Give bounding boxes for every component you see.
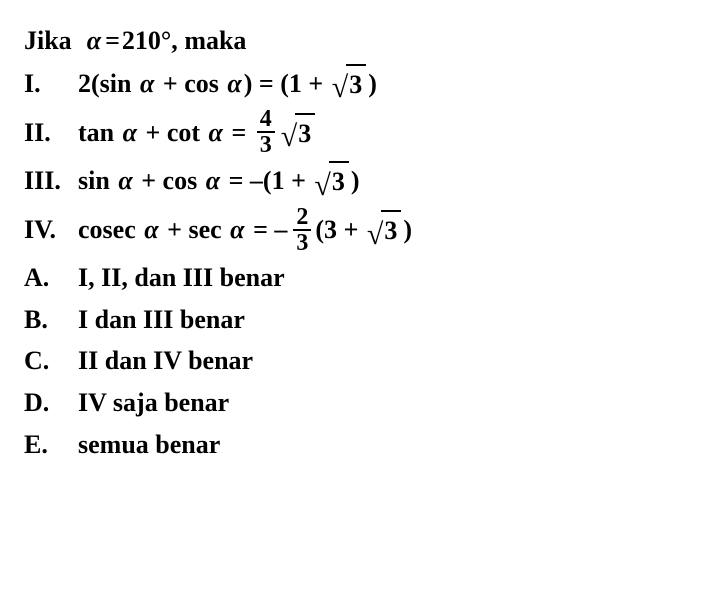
angle-value: 210°, — [122, 22, 178, 60]
ii-plus: + — [146, 114, 161, 152]
fraction-4-3: 4 3 — [257, 107, 275, 157]
question-line: Jika α = 210°, maka — [24, 22, 692, 60]
roman-i-label: I. — [24, 65, 78, 103]
iv-cosec: cosec — [78, 211, 136, 249]
equals-sign: = — [231, 114, 246, 152]
answer-a: A. I, II, dan III benar — [24, 259, 692, 297]
iii-neg-open: –(1 — [250, 162, 285, 200]
answer-b-text: I dan III benar — [78, 301, 245, 339]
sqrt-3: √ 3 — [332, 64, 366, 104]
radicand: 3 — [346, 64, 366, 104]
answer-c-text: II dan IV benar — [78, 342, 253, 380]
answer-c-label: C. — [24, 342, 78, 380]
statement-iv: IV. cosec α + sec α = – 2 3 (3 + — [24, 205, 692, 255]
equals-sign: = — [103, 22, 122, 60]
iii-sin: sin — [78, 162, 110, 200]
alpha-symbol: α — [204, 162, 222, 200]
radicand: 3 — [381, 210, 401, 250]
radicand: 3 — [329, 161, 349, 201]
question-suffix: maka — [184, 22, 246, 60]
answer-c: C. II dan IV benar — [24, 342, 692, 380]
answer-e-text: semua benar — [78, 426, 220, 464]
equals-sign: = — [229, 162, 244, 200]
alpha-symbol: α — [85, 22, 103, 60]
iv-sec: sec — [188, 211, 221, 249]
fraction-numerator: 2 — [293, 205, 311, 231]
iii-plus2: + — [291, 162, 306, 200]
answer-d-label: D. — [24, 384, 78, 422]
answer-a-text: I, II, dan III benar — [78, 259, 285, 297]
ii-cot: cot — [167, 114, 200, 152]
alpha-symbol: α — [121, 114, 139, 152]
i-rhs-close: ) — [368, 65, 377, 103]
fraction-denominator: 3 — [257, 133, 275, 157]
statement-iii: III. sin α + cos α = –(1 + √ 3 ) — [24, 161, 692, 201]
fraction-numerator: 4 — [257, 107, 275, 133]
math-problem: Jika α = 210°, maka I. 2 (sin α + cos α … — [0, 0, 716, 486]
sqrt-3: √ 3 — [367, 210, 401, 250]
iv-open: (3 — [315, 211, 337, 249]
answer-d-text: IV saja benar — [78, 384, 229, 422]
iv-neg: – — [274, 211, 289, 249]
roman-iii-label: III. — [24, 162, 78, 200]
answer-e-label: E. — [24, 426, 78, 464]
answer-b-label: B. — [24, 301, 78, 339]
i-lhs-open: (sin — [91, 65, 131, 103]
sqrt-3: √ 3 — [281, 113, 315, 153]
alpha-symbol: α — [116, 162, 134, 200]
statement-ii: II. tan α + cot α = 4 3 √ 3 — [24, 107, 692, 157]
ii-tan: tan — [78, 114, 114, 152]
equals-sign: = — [259, 65, 274, 103]
iii-cos: cos — [163, 162, 198, 200]
alpha-symbol: α — [228, 211, 246, 249]
answer-e: E. semua benar — [24, 426, 692, 464]
radicand: 3 — [295, 113, 315, 153]
alpha-symbol: α — [138, 65, 156, 103]
i-rhs-open: (1 — [280, 65, 302, 103]
equals-sign: = — [253, 211, 268, 249]
roman-iv-label: IV. — [24, 211, 78, 249]
i-coeff: 2 — [78, 65, 91, 103]
question-prefix: Jika — [24, 22, 72, 60]
sqrt-3: √ 3 — [314, 161, 348, 201]
alpha-symbol: α — [142, 211, 160, 249]
answer-b: B. I dan III benar — [24, 301, 692, 339]
iii-close: ) — [351, 162, 360, 200]
alpha-symbol: α — [207, 114, 225, 152]
roman-ii-label: II. — [24, 114, 78, 152]
i-close: ) — [244, 65, 253, 103]
i-cos: cos — [184, 65, 219, 103]
answer-a-label: A. — [24, 259, 78, 297]
alpha-symbol: α — [225, 65, 243, 103]
answer-d: D. IV saja benar — [24, 384, 692, 422]
iii-plus1: + — [141, 162, 156, 200]
statement-i: I. 2 (sin α + cos α ) = (1 + √ 3 ) — [24, 64, 692, 104]
iv-plus2: + — [344, 211, 359, 249]
fraction-2-3: 2 3 — [293, 205, 311, 255]
fraction-denominator: 3 — [293, 231, 311, 255]
i-plus: + — [163, 65, 178, 103]
i-rhs-plus: + — [308, 65, 323, 103]
iv-close: ) — [403, 211, 412, 249]
iv-plus1: + — [167, 211, 182, 249]
